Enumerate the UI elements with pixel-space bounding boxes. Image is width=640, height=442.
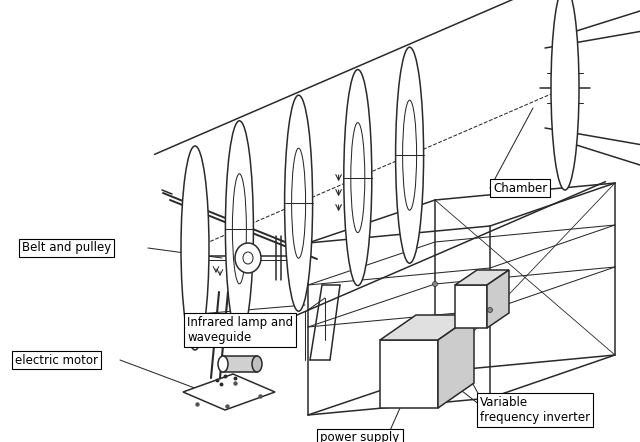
Ellipse shape <box>235 243 261 273</box>
Polygon shape <box>380 315 474 340</box>
Ellipse shape <box>403 100 417 210</box>
Ellipse shape <box>252 356 262 372</box>
Text: power supply: power supply <box>321 431 399 442</box>
Ellipse shape <box>181 146 209 350</box>
Polygon shape <box>455 285 487 328</box>
Ellipse shape <box>225 121 253 337</box>
Ellipse shape <box>218 356 228 372</box>
Polygon shape <box>223 356 257 372</box>
Polygon shape <box>487 270 509 328</box>
Polygon shape <box>455 270 509 285</box>
Text: Infrared lamp and
waveguide: Infrared lamp and waveguide <box>187 316 293 344</box>
Polygon shape <box>438 315 474 408</box>
Text: electric motor: electric motor <box>15 354 98 366</box>
Text: Belt and pulley: Belt and pulley <box>22 241 111 255</box>
Ellipse shape <box>488 308 493 312</box>
Polygon shape <box>380 340 438 408</box>
Text: Variable
frequency inverter: Variable frequency inverter <box>480 396 590 424</box>
Text: Chamber: Chamber <box>493 182 547 194</box>
Polygon shape <box>183 374 275 410</box>
Ellipse shape <box>551 0 579 190</box>
Ellipse shape <box>351 122 365 232</box>
Ellipse shape <box>243 252 253 264</box>
Ellipse shape <box>433 282 438 286</box>
Ellipse shape <box>292 148 306 258</box>
Ellipse shape <box>285 95 312 311</box>
Ellipse shape <box>232 174 246 284</box>
Ellipse shape <box>396 47 424 263</box>
Ellipse shape <box>344 69 372 286</box>
